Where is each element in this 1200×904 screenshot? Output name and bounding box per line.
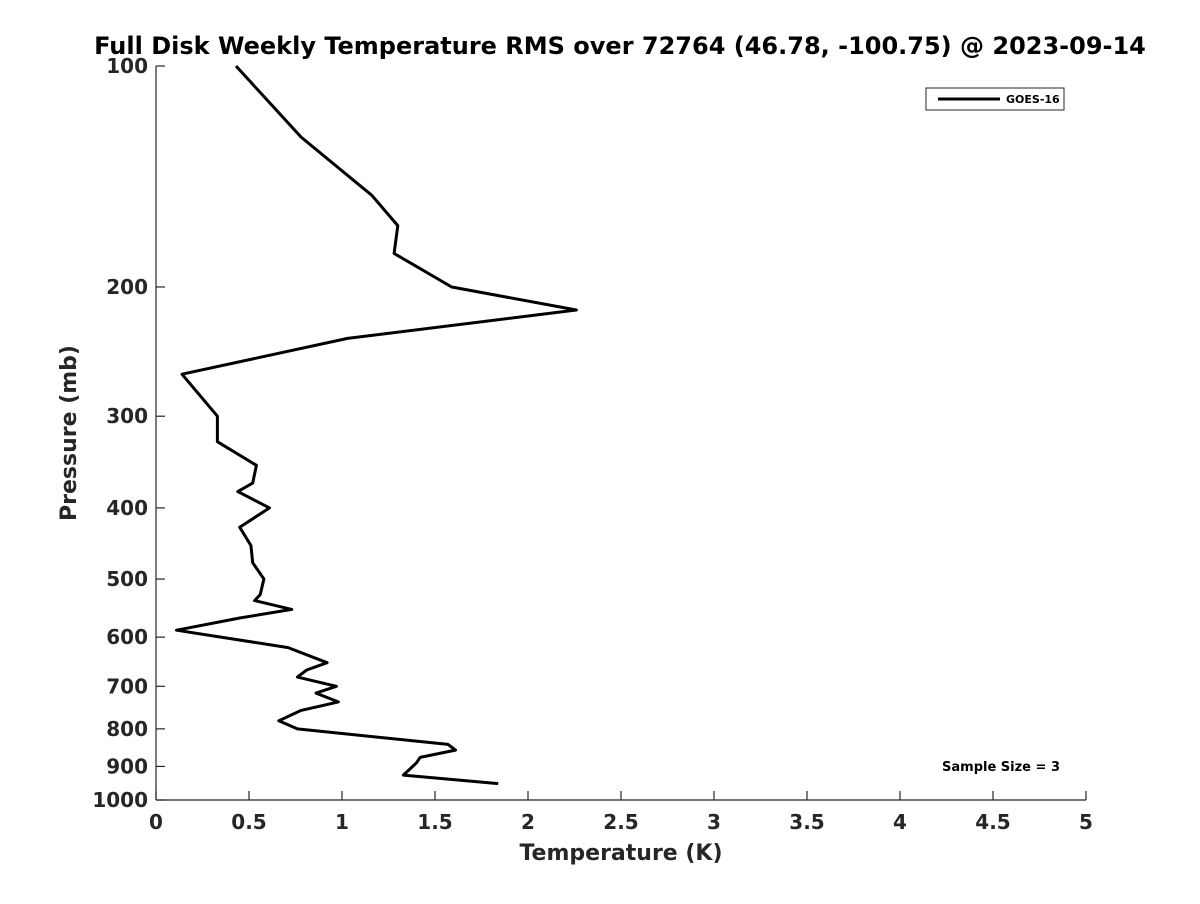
y-tick-label: 500: [106, 567, 148, 591]
x-tick-label: 0: [149, 810, 163, 834]
y-tick-label: 600: [106, 625, 148, 649]
x-tick-label: 4.5: [975, 810, 1010, 834]
x-ticks: 0 0.5 1 1.5 2 2.5 3 3.5 4 4.5 5: [149, 791, 1093, 834]
x-tick-label: 2: [521, 810, 535, 834]
chart-title: Full Disk Weekly Temperature RMS over 72…: [94, 32, 1146, 60]
x-tick-label: 3: [707, 810, 721, 834]
x-tick-label: 0.5: [231, 810, 266, 834]
x-axis-label: Temperature (K): [519, 841, 722, 866]
y-tick-label: 100: [106, 54, 148, 78]
legend-entry-goes-16: GOES-16: [1006, 93, 1060, 106]
legend: GOES-16: [925, 87, 1065, 111]
series-lines: [175, 64, 578, 786]
y-tick-label: 800: [106, 717, 148, 741]
y-tick-label: 700: [106, 674, 148, 698]
sample-size-annotation: Sample Size = 3: [942, 760, 1060, 775]
x-tick-label: 3.5: [789, 810, 824, 834]
x-tick-label: 1: [335, 810, 349, 834]
y-axis-label: Pressure (mb): [57, 345, 82, 521]
series-line-goes-16: [175, 64, 578, 786]
y-tick-label: 900: [106, 754, 148, 778]
x-tick-label: 2.5: [603, 810, 638, 834]
x-tick-label: 1.5: [417, 810, 452, 834]
axes: [155, 66, 1086, 801]
x-tick-label: 5: [1079, 810, 1093, 834]
y-tick-label: 300: [106, 404, 148, 428]
y-tick-label: 400: [106, 496, 148, 520]
x-tick-label: 4: [893, 810, 907, 834]
y-ticks: 100 200 300 400 500 600 700 800 900 1000: [92, 54, 165, 812]
y-tick-label: 200: [106, 275, 148, 299]
y-tick-label: 1000: [92, 788, 148, 812]
